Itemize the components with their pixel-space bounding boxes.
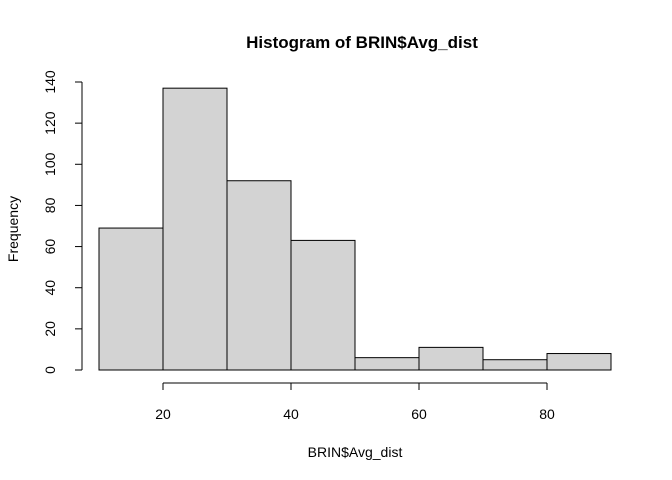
y-tick-label: 40 [42,280,58,296]
x-tick-label: 20 [155,406,171,422]
x-axis: 20 40 60 80 [155,382,555,422]
y-tick-label: 100 [42,152,58,176]
y-tick-label: 120 [42,111,58,135]
histogram-bar [162,87,228,371]
histogram-bar [354,357,420,371]
histogram-bar [98,227,164,371]
histogram-bar [418,346,484,371]
bars-group [98,87,612,371]
x-tick-label: 60 [411,406,427,422]
y-axis: 0 20 40 60 80 100 120 140 [42,70,83,374]
histogram-bar [226,180,292,371]
y-tick-label: 0 [42,366,58,374]
histogram-bar [290,239,356,371]
x-axis-label: BRIN$Avg_dist [308,444,403,460]
y-tick-label: 140 [42,70,58,94]
histogram-bar [546,353,612,371]
y-tick-label: 20 [42,321,58,337]
y-tick-label: 80 [42,197,58,213]
y-axis-label: Frequency [5,196,21,262]
chart-title: Histogram of BRIN$Avg_dist [246,33,478,52]
y-tick-label: 60 [42,239,58,255]
x-tick-label: 40 [283,406,299,422]
histogram-bar [482,359,548,371]
x-tick-label: 80 [539,406,555,422]
